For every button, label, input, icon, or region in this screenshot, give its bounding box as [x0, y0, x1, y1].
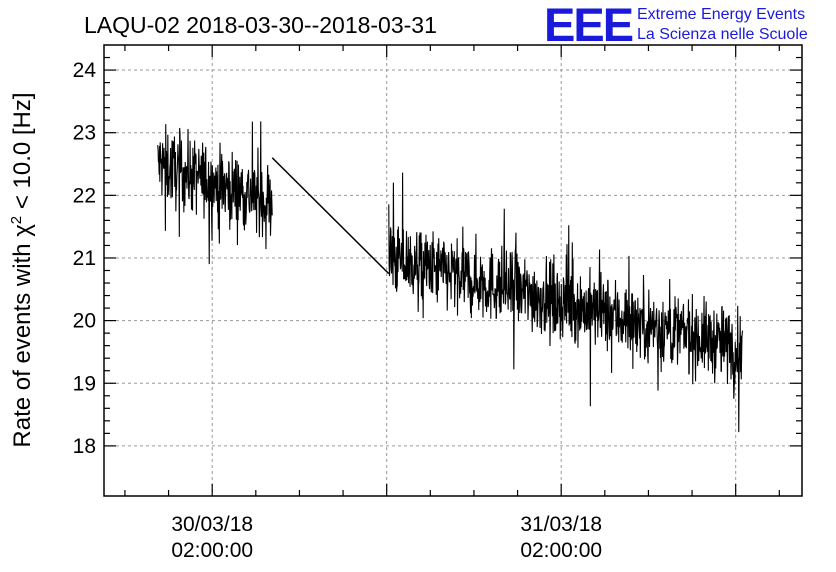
y-tick-label: 18	[73, 435, 96, 458]
y-tick-label: 19	[73, 372, 96, 395]
y-tick-label: 21	[73, 247, 96, 270]
org-tagline: La Scienza nelle Scuole	[637, 26, 808, 43]
data-layer	[157, 121, 744, 433]
y-tick-label: 22	[73, 184, 96, 207]
rate-series-segment-2	[388, 172, 744, 433]
y-axis-label-sup: 2	[8, 216, 25, 224]
x-tick-time: 02:00:00	[520, 539, 602, 562]
y-tick-label: 23	[73, 122, 96, 145]
y-tick-label: 24	[73, 59, 97, 82]
eee-logo-text: EEE	[544, 0, 633, 51]
gap-connector-line	[271, 157, 390, 275]
rate-series-segment-1	[157, 121, 273, 265]
label-layer: 18 19 20 21 22 23 24 30/03/18 02:00:00 31/03/18 02…	[73, 59, 602, 562]
x-tick-date: 31/03/18	[520, 513, 602, 536]
y-axis-label-suffix: < 10.0 [Hz]	[9, 92, 36, 215]
x-tick-time: 02:00:00	[171, 539, 253, 562]
grid-layer	[104, 45, 802, 496]
x-tick-date: 30/03/18	[171, 513, 253, 536]
chart-title: LAQU-02 2018-03-30--2018-03-31	[84, 12, 437, 38]
tick-layer	[104, 45, 802, 496]
y-axis-label: Rate of events with χ2 < 10.0 [Hz]	[8, 92, 36, 447]
y-axis-label-prefix: Rate of events with χ	[9, 224, 36, 448]
y-tick-label: 20	[73, 310, 96, 333]
org-name: Extreme Energy Events	[637, 6, 805, 23]
eee-logo: EEE	[544, 0, 635, 51]
